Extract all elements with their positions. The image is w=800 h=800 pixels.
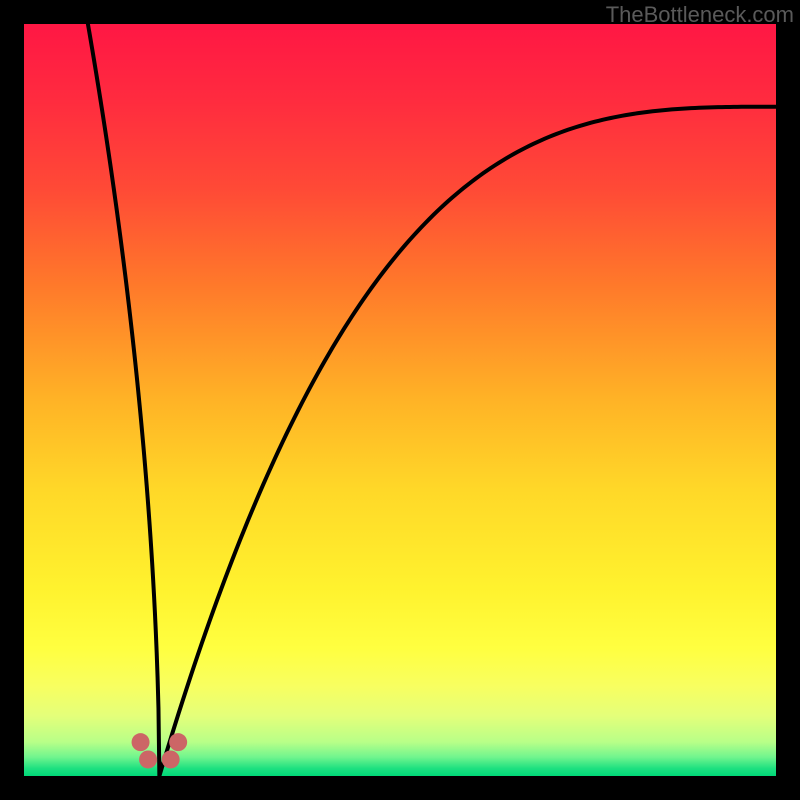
watermark-text: TheBottleneck.com (606, 2, 794, 28)
bottleneck-curve (88, 24, 776, 776)
curve-layer (24, 24, 776, 776)
curve-marker (169, 733, 187, 751)
curve-marker (139, 750, 157, 768)
curve-marker (162, 750, 180, 768)
curve-marker (132, 733, 150, 751)
chart-frame: TheBottleneck.com (0, 0, 800, 800)
plot-area (24, 24, 776, 776)
